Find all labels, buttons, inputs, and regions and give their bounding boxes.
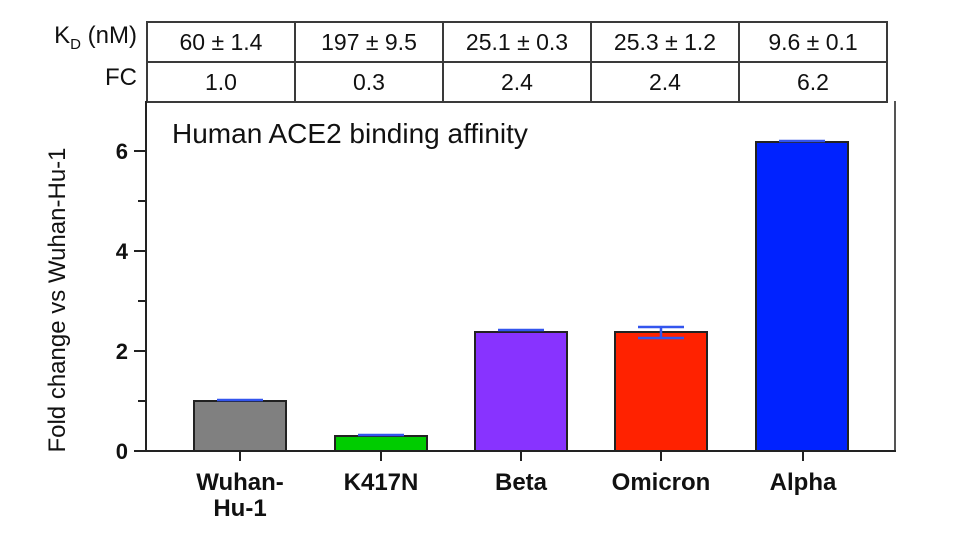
fc-cell: 1.0 <box>146 61 296 103</box>
kd-label-main: K <box>54 22 71 49</box>
error-bars <box>217 139 825 437</box>
fc-cell: 6.2 <box>738 61 888 103</box>
x-label-omicron: Omicron <box>591 470 731 496</box>
x-label-line: K417N <box>343 469 419 496</box>
x-ticks <box>239 451 804 461</box>
kd-cell: 25.1 ± 0.3 <box>442 21 592 63</box>
x-label-line: Alpha <box>769 469 837 496</box>
y-tick-label: 4 <box>116 239 129 264</box>
bar-alpha <box>755 141 849 452</box>
y-tick-labels: 0 2 4 6 <box>116 139 129 464</box>
bar-wuhan-hu-1 <box>193 400 287 452</box>
kd-label-unit: (nM) <box>81 22 137 49</box>
kd-cell: 9.6 ± 0.1 <box>738 21 888 63</box>
x-label-line: Omicron <box>611 469 711 496</box>
fc-cell: 2.4 <box>590 61 740 103</box>
kd-cell: 60 ± 1.4 <box>146 21 296 63</box>
bars <box>193 141 849 452</box>
y-tick-label: 6 <box>116 139 128 164</box>
fc-row: 1.0 0.3 2.4 2.4 6.2 <box>146 61 888 103</box>
x-label-alpha: Alpha <box>733 470 873 496</box>
bar-omicron <box>614 331 708 452</box>
y-tick-label: 0 <box>116 439 128 464</box>
x-label-k417n: K417N <box>311 470 451 496</box>
y-tick-label: 2 <box>116 339 128 364</box>
x-label-line: Hu-1 <box>213 495 267 522</box>
kd-label-subscript: D <box>70 36 81 53</box>
kd-row-label: KD (nM) <box>54 22 137 53</box>
x-label-beta: Beta <box>451 470 591 496</box>
kd-row: 60 ± 1.4 197 ± 9.5 25.1 ± 0.3 25.3 ± 1.2… <box>146 21 888 63</box>
kd-fc-table: 60 ± 1.4 197 ± 9.5 25.1 ± 0.3 25.3 ± 1.2… <box>146 21 888 103</box>
bar-k417n <box>334 435 428 452</box>
chart-title: Human ACE2 binding affinity <box>172 118 528 149</box>
x-label-line: Beta <box>494 469 548 496</box>
fc-cell: 0.3 <box>294 61 444 103</box>
bar-beta <box>474 331 568 452</box>
fc-row-label: FC <box>105 64 137 91</box>
kd-cell: 25.3 ± 1.2 <box>590 21 740 63</box>
x-label-wuhan-hu-1: Wuhan- Hu-1 <box>170 470 310 522</box>
fc-cell: 2.4 <box>442 61 592 103</box>
y-ticks <box>134 150 146 452</box>
kd-cell: 197 ± 9.5 <box>294 21 444 63</box>
x-label-line: Wuhan- <box>196 469 284 496</box>
